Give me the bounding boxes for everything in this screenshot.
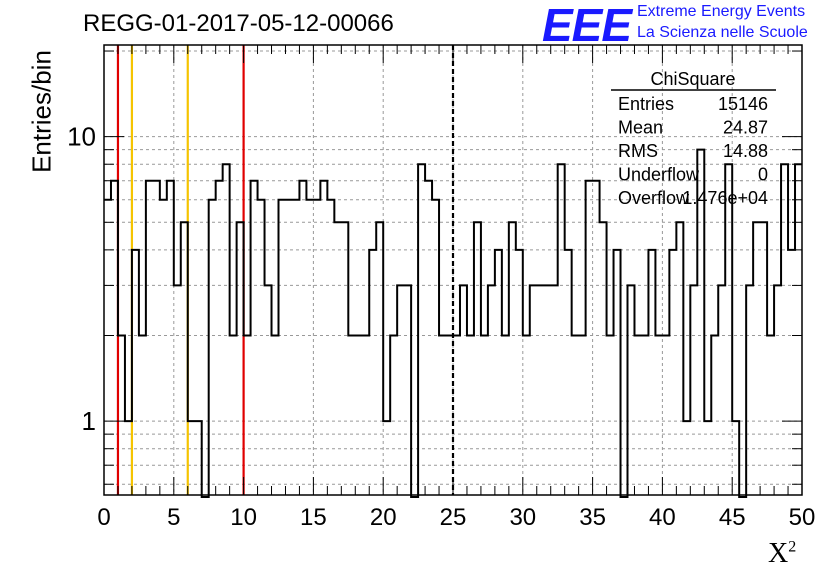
x-axis-label-base: X	[768, 538, 789, 569]
stats-box: ChiSquare Entries 15146 Mean 24.87 RMS 14.88 U…	[611, 69, 776, 208]
x-tick-label: 45	[719, 504, 746, 531]
stats-row-value: 15146	[718, 94, 768, 114]
eee-logo-mark: EEE	[542, 0, 632, 51]
eee-logo-line2: La Scienza nelle Scuole	[637, 24, 808, 41]
stats-row-value: 1.476e+04	[682, 188, 768, 208]
stats-row-value: 14.88	[723, 141, 768, 161]
x-tick-label: 50	[789, 504, 816, 531]
stats-row-value: 0	[758, 165, 768, 185]
x-axis-label-sup: 2	[788, 538, 797, 556]
x-tick-label: 30	[509, 504, 536, 531]
histogram-series	[104, 148, 802, 498]
stats-row-label: Mean	[618, 118, 663, 138]
x-tick-label: 20	[370, 504, 397, 531]
chart-title: REGG-01-2017-05-12-00066	[83, 10, 394, 37]
marker-lines	[116, 45, 455, 495]
x-tick-label: 0	[97, 504, 110, 531]
y-tick-label: 1	[82, 406, 96, 436]
x-tick-label: 10	[230, 504, 257, 531]
stats-title: ChiSquare	[650, 69, 735, 89]
x-tick-label: 5	[167, 504, 180, 531]
stats-row-value: 24.87	[723, 118, 768, 138]
y-tick-labels: 1 10	[67, 122, 96, 436]
x-tick-label: 40	[649, 504, 676, 531]
x-tick-label: 15	[300, 504, 327, 531]
stats-row-label: RMS	[618, 141, 658, 161]
stats-row-label: Entries	[618, 94, 674, 114]
stats-row-label: Underflow	[618, 165, 700, 185]
x-tick-label: 35	[579, 504, 606, 531]
x-axis-label: X2	[768, 538, 796, 570]
stats-row-label: Overflow	[618, 188, 690, 208]
axis-ticks	[103, 45, 803, 495]
y-tick-label: 10	[67, 122, 96, 152]
x-tick-label: 25	[440, 504, 467, 531]
x-tick-labels: 0 5 10 15 20 25 30 35 40 45 50	[97, 504, 815, 531]
eee-logo-line1: Extreme Energy Events	[637, 3, 806, 20]
